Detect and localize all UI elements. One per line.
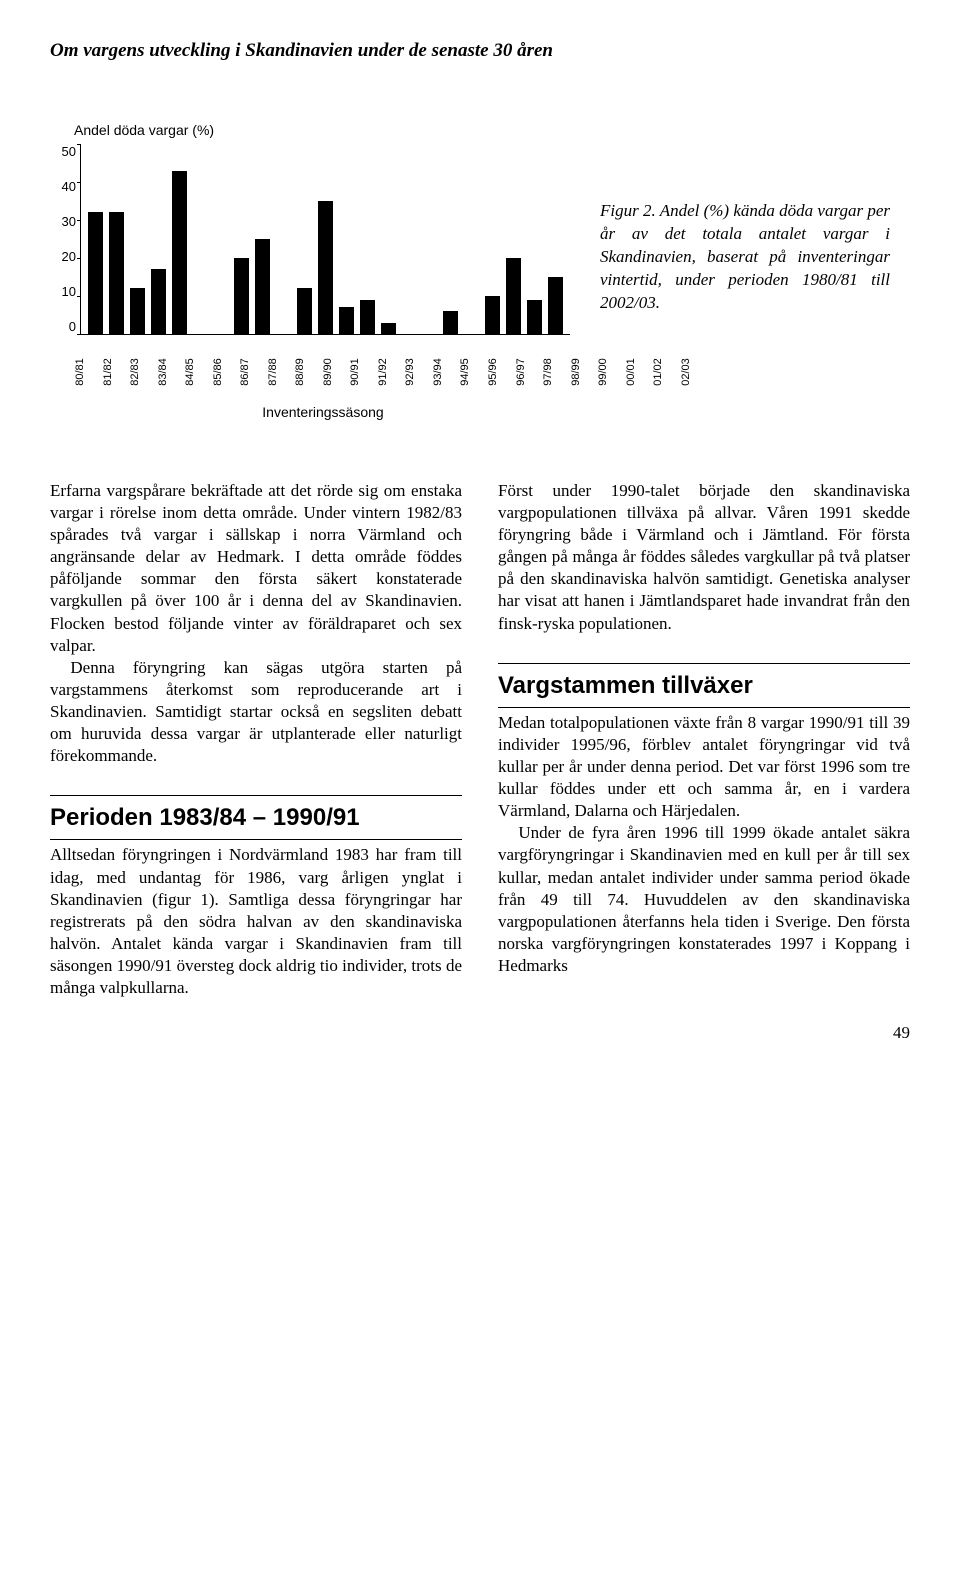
chart-y-axis: 50 40 30 20 10 0 [50, 144, 80, 334]
chart-bar [506, 258, 521, 334]
chart-bar [485, 296, 500, 334]
page-number: 49 [50, 1023, 910, 1043]
chart-bar [548, 277, 563, 334]
chart-x-tick-label: 02/03 [679, 358, 719, 386]
chart-y-title: Andel döda vargar (%) [74, 122, 570, 138]
chart-y-tick [77, 334, 81, 335]
body-paragraph: Först under 1990-talet började den skand… [498, 480, 910, 635]
chart-bar [318, 201, 333, 334]
chart-y-tick-label: 20 [62, 249, 76, 264]
chart-bar [255, 239, 270, 334]
chart-bar [339, 307, 354, 334]
chart-y-tick [77, 220, 81, 221]
body-paragraph: Medan totalpopulationen växte från 8 var… [498, 712, 910, 822]
chart-x-title: Inventeringssäsong [76, 404, 570, 420]
page-title: Om vargens utveckling i Skandinavien und… [50, 40, 910, 62]
body-paragraph: Denna föryngring kan sägas utgöra starte… [50, 657, 462, 767]
chart-bar [527, 300, 542, 334]
chart-y-tick [77, 296, 81, 297]
chart-y-tick-label: 30 [62, 214, 76, 229]
chart-y-tick [77, 182, 81, 183]
chart-bar [297, 288, 312, 334]
chart-bar [443, 311, 458, 334]
chart-x-labels: 80/8181/8282/8383/8484/8585/8686/8787/88… [76, 334, 570, 392]
chart-y-tick-label: 40 [62, 179, 76, 194]
chart-bars [81, 144, 570, 334]
chart-y-tick-label: 0 [69, 319, 76, 334]
body-paragraph: Under de fyra åren 1996 till 1999 ökade … [498, 822, 910, 977]
chart-bar [381, 323, 396, 334]
section-heading: Vargstammen tillväxer [498, 663, 910, 708]
body-paragraph: Alltsedan föryngringen i Nordvärmland 19… [50, 844, 462, 999]
chart-bar [88, 212, 103, 334]
chart-y-tick [77, 144, 81, 145]
chart-bar [234, 258, 249, 334]
body-columns: Erfarna vargspårare bekräftade att det r… [50, 480, 910, 999]
chart-plot-area [80, 144, 570, 335]
chart-y-tick-label: 10 [62, 284, 76, 299]
chart-bar [360, 300, 375, 334]
chart-y-tick-label: 50 [62, 144, 76, 159]
body-paragraph: Erfarna vargspårare bekräftade att det r… [50, 480, 462, 657]
chart-bar [130, 288, 145, 334]
figure-row: Andel döda vargar (%) 50 40 30 20 10 0 80/818… [50, 122, 910, 420]
chart-y-tick [77, 258, 81, 259]
caption-lead: Figur 2. [600, 201, 656, 220]
chart-bar [109, 212, 124, 334]
figure-caption: Figur 2. Andel (%) kända döda vargar per… [600, 122, 890, 315]
section-heading: Perioden 1983/84 – 1990/91 [50, 795, 462, 840]
chart-plot: 50 40 30 20 10 0 [50, 144, 570, 334]
chart-bar [151, 269, 166, 334]
bar-chart: Andel döda vargar (%) 50 40 30 20 10 0 80/818… [50, 122, 570, 420]
chart-bar [172, 171, 187, 334]
